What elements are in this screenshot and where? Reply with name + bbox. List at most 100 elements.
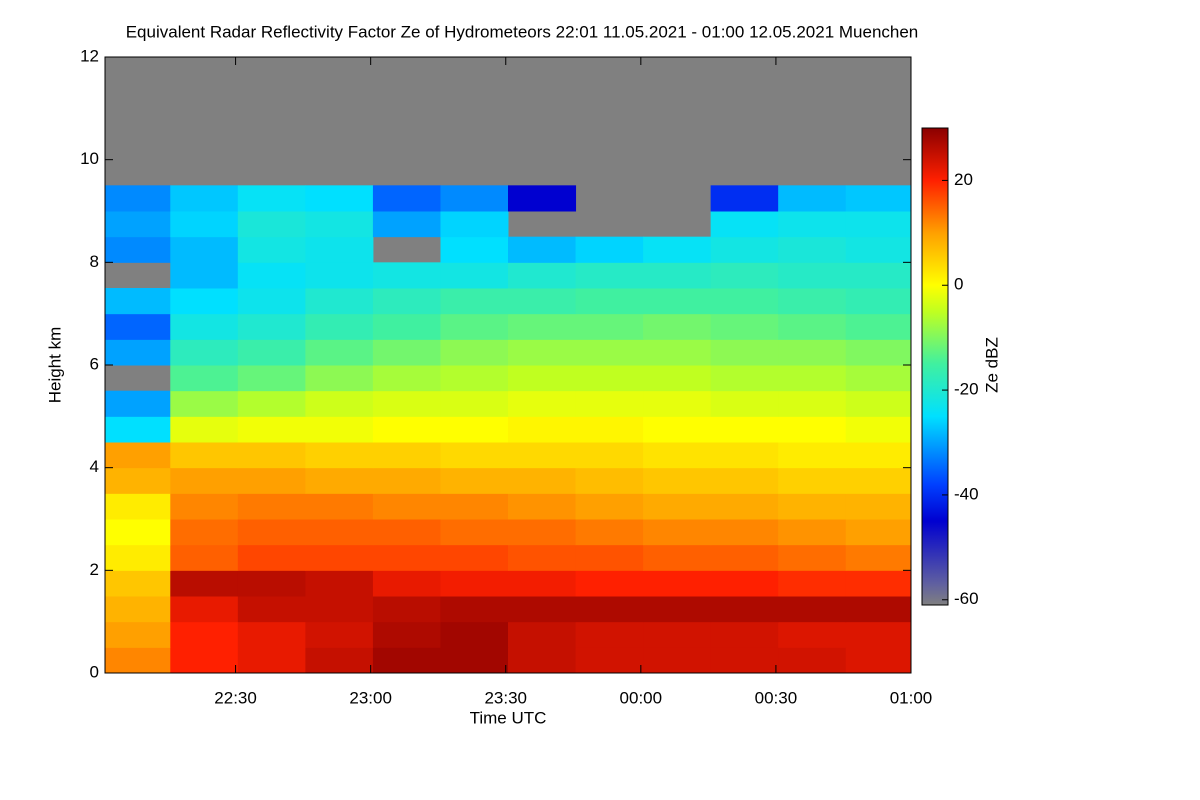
heatmap-cell bbox=[643, 442, 712, 469]
heatmap-cell bbox=[305, 416, 374, 443]
heatmap-cell bbox=[575, 544, 644, 571]
heatmap-cell bbox=[643, 416, 712, 443]
heatmap-cell bbox=[710, 339, 779, 366]
heatmap-cell bbox=[575, 288, 644, 315]
heatmap-cell bbox=[845, 570, 912, 597]
heatmap-cell bbox=[440, 236, 509, 263]
heatmap-cell bbox=[643, 544, 712, 571]
heatmap-cell bbox=[440, 570, 509, 597]
heatmap-cell bbox=[105, 442, 171, 469]
heatmap-cell bbox=[508, 493, 577, 520]
y-tick-label: 8 bbox=[90, 252, 99, 271]
heatmap-cell bbox=[575, 596, 644, 623]
heatmap-cell bbox=[575, 416, 644, 443]
colorbar-tick-label: 20 bbox=[954, 170, 973, 189]
heatmap-cell bbox=[845, 288, 912, 315]
heatmap-cell bbox=[170, 544, 239, 571]
x-tick-label: 01:00 bbox=[890, 688, 933, 707]
heatmap-cell bbox=[305, 185, 374, 212]
heatmap-cell bbox=[305, 288, 374, 315]
heatmap-cell bbox=[778, 185, 847, 212]
heatmap-cell bbox=[710, 519, 779, 546]
heatmap-cell bbox=[440, 365, 509, 392]
heatmap-cell bbox=[845, 211, 912, 238]
heatmap-cell bbox=[170, 442, 239, 469]
heatmap-cell bbox=[440, 442, 509, 469]
colorbar bbox=[921, 127, 949, 606]
heatmap-cell bbox=[440, 185, 509, 212]
x-tick-label: 23:30 bbox=[484, 688, 527, 707]
heatmap-cell bbox=[105, 493, 171, 520]
heatmap-cell bbox=[170, 416, 239, 443]
heatmap-cell bbox=[845, 339, 912, 366]
heatmap-cell bbox=[440, 211, 509, 238]
heatmap-cell bbox=[237, 185, 306, 212]
heatmap-cell bbox=[643, 262, 712, 289]
heatmap-cell bbox=[778, 236, 847, 263]
heatmap-cell bbox=[372, 544, 441, 571]
heatmap-cell bbox=[643, 493, 712, 520]
heatmap-cell bbox=[508, 262, 577, 289]
heatmap-cell bbox=[105, 288, 171, 315]
y-tick-label: 2 bbox=[90, 560, 99, 579]
heatmap-cell bbox=[237, 313, 306, 340]
heatmap-cell bbox=[170, 570, 239, 597]
heatmap-cell bbox=[643, 621, 712, 648]
heatmap-cell bbox=[575, 390, 644, 417]
heatmap-cell bbox=[778, 262, 847, 289]
x-tick-label: 23:00 bbox=[349, 688, 392, 707]
heatmap-cell bbox=[845, 236, 912, 263]
heatmap-cell bbox=[778, 288, 847, 315]
heatmap-cell bbox=[105, 519, 171, 546]
heatmap-cell bbox=[440, 544, 509, 571]
heatmap-cell bbox=[508, 365, 577, 392]
heatmap-cell bbox=[575, 570, 644, 597]
heatmap-cell bbox=[575, 236, 644, 263]
heatmap-cell bbox=[237, 365, 306, 392]
heatmap-cell bbox=[372, 442, 441, 469]
heatmap-cell bbox=[237, 544, 306, 571]
heatmap-cell bbox=[105, 544, 171, 571]
heatmap-cell bbox=[710, 236, 779, 263]
heatmap-cell bbox=[575, 313, 644, 340]
y-axis-label: Height km bbox=[45, 327, 64, 404]
heatmap-cell bbox=[440, 493, 509, 520]
heatmap-cell bbox=[710, 288, 779, 315]
heatmap-cell bbox=[170, 365, 239, 392]
heatmap-cell bbox=[710, 262, 779, 289]
heatmap-cell bbox=[372, 493, 441, 520]
heatmap-cell bbox=[845, 262, 912, 289]
heatmap-cell bbox=[170, 236, 239, 263]
heatmap-cell bbox=[372, 621, 441, 648]
heatmap-cell bbox=[105, 621, 171, 648]
heatmap-cell bbox=[237, 596, 306, 623]
heatmap-cell bbox=[170, 211, 239, 238]
heatmap-cell bbox=[105, 596, 171, 623]
heatmap-cell bbox=[508, 442, 577, 469]
heatmap-cell bbox=[710, 570, 779, 597]
heatmap-cell bbox=[305, 442, 374, 469]
heatmap-cell bbox=[237, 339, 306, 366]
heatmap-cell bbox=[440, 313, 509, 340]
heatmap-cell bbox=[710, 313, 779, 340]
heatmap-cell bbox=[237, 493, 306, 520]
heatmap-cell bbox=[105, 236, 171, 263]
heatmap-cell bbox=[643, 339, 712, 366]
heatmap-cell bbox=[845, 493, 912, 520]
heatmap-cell bbox=[575, 262, 644, 289]
heatmap-cell bbox=[105, 211, 171, 238]
heatmap-cell bbox=[372, 647, 441, 674]
heatmap-cell bbox=[643, 519, 712, 546]
heatmap-cell bbox=[710, 596, 779, 623]
heatmap-cell bbox=[372, 365, 441, 392]
heatmap-cell bbox=[170, 596, 239, 623]
heatmap-cell bbox=[305, 211, 374, 238]
heatmap-cell bbox=[643, 390, 712, 417]
heatmap-cell bbox=[508, 416, 577, 443]
heatmap-cell bbox=[440, 416, 509, 443]
heatmap-cell bbox=[710, 211, 779, 238]
heatmap-cell bbox=[440, 390, 509, 417]
heatmap-cell bbox=[237, 570, 306, 597]
heatmap-cell bbox=[105, 339, 171, 366]
heatmap-cell bbox=[508, 647, 577, 674]
